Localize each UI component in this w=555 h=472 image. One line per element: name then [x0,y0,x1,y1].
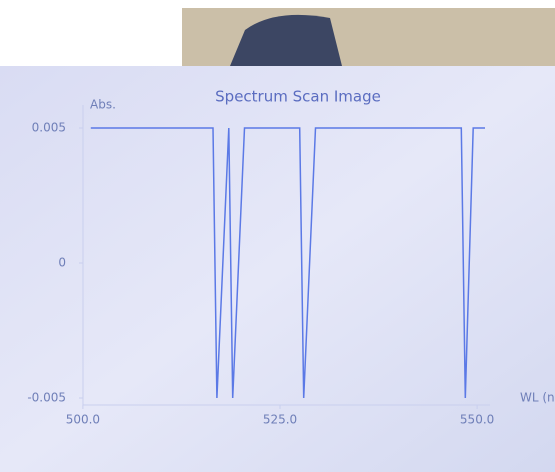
chart-title: Spectrum Scan Image [215,88,381,106]
spectrum-line [90,127,485,399]
x-tick-label: 550.0 [460,413,494,427]
x-tick-label: 525.0 [263,413,297,427]
y-axis-label: Abs. [90,98,116,112]
y-tick-label: 0.005 [32,121,66,135]
x-tick-label: 500.0 [66,413,100,427]
photo-object [225,14,345,78]
y-tick-label: -0.005 [27,391,66,405]
x-axis-label: WL (nm) [520,391,555,405]
y-tick-label: 0 [58,256,66,270]
screen [0,66,555,472]
